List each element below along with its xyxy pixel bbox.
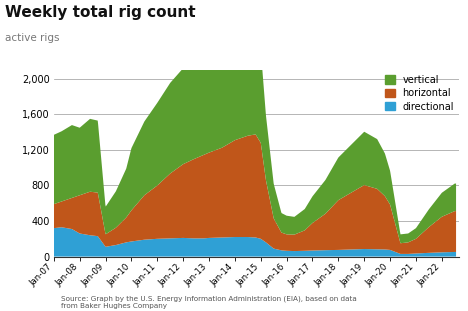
Text: active rigs: active rigs xyxy=(5,33,59,43)
Text: Weekly total rig count: Weekly total rig count xyxy=(5,5,195,20)
Text: Source: Graph by the U.S. Energy Information Administration (EIA), based on data: Source: Graph by the U.S. Energy Informa… xyxy=(61,296,357,309)
Legend: vertical, horizontal, directional: vertical, horizontal, directional xyxy=(383,73,456,114)
